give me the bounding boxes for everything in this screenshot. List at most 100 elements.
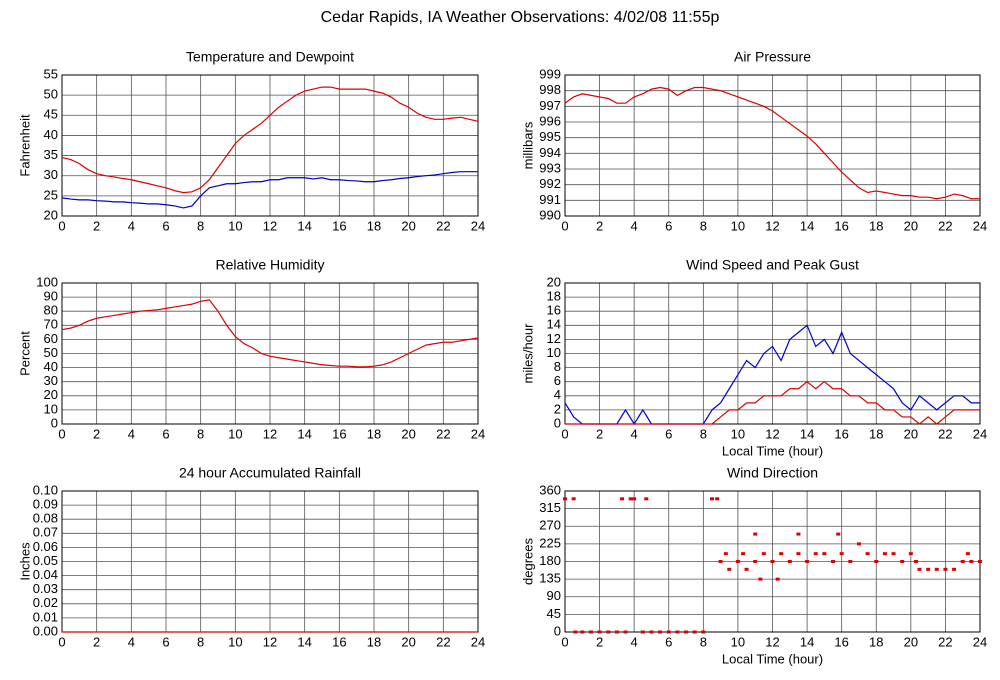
x-tick-label: 18 [367, 634, 381, 649]
y-tick-label: 90 [547, 588, 561, 603]
x-tick-label: 20 [904, 218, 918, 233]
data-point [723, 552, 728, 556]
y-tick-label: 25 [44, 187, 58, 202]
data-point [692, 630, 697, 634]
data-point [758, 577, 763, 581]
chart-title: Temperature and Dewpoint [186, 49, 354, 65]
x-tick-label: 14 [297, 426, 311, 441]
y-tick-label: 135 [539, 571, 561, 586]
y-tick-label: 993 [539, 160, 561, 175]
data-line [564, 86, 980, 200]
y-tick-label: 20 [547, 274, 561, 289]
x-tick-label: 20 [401, 426, 415, 441]
x-tick-label: 2 [93, 426, 100, 441]
x-tick-label: 0 [561, 634, 568, 649]
x-tick-label: 8 [197, 218, 204, 233]
chart-panel: Wind Direction degrees Local Time (hour) 0 2… [520, 465, 987, 667]
x-tick-label: 22 [436, 218, 450, 233]
data-point [588, 630, 593, 634]
x-tick-label: 2 [596, 426, 603, 441]
x-tick-label: 20 [904, 426, 918, 441]
x-tick-label: 0 [561, 218, 568, 233]
data-point [735, 560, 740, 563]
data-point [770, 560, 775, 563]
y-tick-label: 12 [547, 331, 561, 346]
data-point [741, 552, 746, 556]
x-tick-label: 12 [263, 218, 277, 233]
data-point [606, 630, 611, 634]
x-tick-label: 4 [128, 634, 135, 649]
data-line [565, 380, 980, 425]
x-tick-label: 4 [631, 218, 638, 233]
x-tick-label: 20 [904, 634, 918, 649]
y-tick-label: 0 [554, 623, 561, 638]
x-tick-label: 2 [596, 218, 603, 233]
data-point [709, 497, 714, 501]
x-tick-label: 8 [197, 634, 204, 649]
x-tick-label: 8 [197, 426, 204, 441]
y-tick-label: 30 [44, 167, 58, 182]
y-tick-label: 20 [44, 207, 58, 222]
plot-frame [564, 74, 981, 217]
chart-title: Air Pressure [734, 49, 811, 65]
x-tick-label: 4 [631, 634, 638, 649]
y-tick-label: 10 [547, 345, 561, 360]
x-tick-label: 10 [228, 426, 242, 441]
y-tick-label: 4 [554, 387, 561, 402]
data-point [934, 567, 939, 571]
data-point [891, 552, 896, 556]
y-tick-label: 0 [51, 415, 58, 430]
x-tick-label: 14 [800, 218, 814, 233]
page-title: Cedar Rapids, IA Weather Observations: 4… [321, 9, 720, 26]
y-tick-label: 270 [539, 518, 561, 533]
y-tick-label: 14 [547, 317, 561, 332]
y-tick-label: 60 [44, 331, 58, 346]
x-tick-label: 16 [332, 634, 346, 649]
data-point [614, 630, 619, 634]
plot-frame [61, 282, 479, 425]
x-tick-label: 10 [228, 634, 242, 649]
data-point [649, 630, 654, 634]
data-point [839, 552, 844, 556]
y-tick-label: 0.01 [33, 609, 58, 624]
x-tick-label: 6 [665, 634, 672, 649]
y-tick-label: 40 [44, 359, 58, 374]
y-tick-label: 20 [44, 387, 58, 402]
x-tick-label: 10 [731, 634, 745, 649]
data-point [744, 567, 749, 571]
y-tick-label: 18 [547, 289, 561, 304]
data-line [61, 86, 479, 194]
x-tick-label: 14 [297, 634, 311, 649]
x-tick-label: 16 [834, 218, 848, 233]
x-tick-label: 10 [228, 218, 242, 233]
x-tick-label: 24 [973, 218, 987, 233]
data-point [640, 630, 645, 634]
x-tick-label: 16 [834, 426, 848, 441]
x-tick-label: 6 [665, 218, 672, 233]
x-tick-label: 8 [700, 426, 707, 441]
y-tick-label: 180 [539, 553, 561, 568]
y-axis-label: Fahrenheit [17, 114, 32, 177]
x-tick-label: 24 [973, 634, 987, 649]
x-tick-label: 14 [297, 218, 311, 233]
data-point [960, 560, 965, 563]
data-point [597, 630, 602, 634]
y-tick-label: 996 [539, 113, 561, 128]
data-point [761, 552, 766, 556]
y-tick-label: 10 [44, 401, 58, 416]
data-point [753, 532, 758, 536]
chart-title: 24 hour Accumulated Rainfall [179, 465, 361, 481]
x-tick-label: 0 [58, 634, 65, 649]
x-tick-label: 12 [263, 634, 277, 649]
chart-title: Wind Speed and Peak Gust [686, 257, 859, 273]
y-tick-label: 0.09 [33, 497, 58, 512]
x-tick-label: 10 [731, 218, 745, 233]
data-point [580, 630, 585, 634]
data-point [666, 630, 671, 634]
y-tick-label: 40 [44, 127, 58, 142]
y-tick-label: 997 [539, 98, 561, 113]
data-point [865, 552, 870, 556]
